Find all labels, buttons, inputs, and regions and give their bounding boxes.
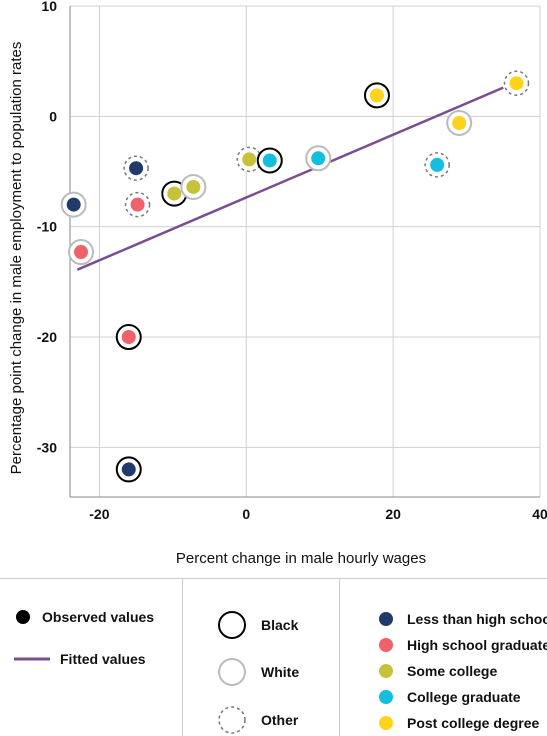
legend-other-ring (218, 706, 246, 734)
data-point-5 (121, 330, 136, 345)
legend-edu-label-2: Some college (407, 663, 498, 679)
legend-top-divider (0, 578, 547, 579)
legend-edu-dot-2 (379, 664, 393, 678)
data-point-2 (121, 462, 136, 477)
data-point-7 (186, 179, 201, 194)
legend-edu-dot-1 (379, 638, 393, 652)
legend-education-dots (379, 612, 393, 730)
x-tick-label-2: 20 (385, 506, 401, 522)
legend-edu-label-0: Less than high school (407, 611, 547, 627)
data-point-6 (167, 186, 182, 201)
legend-edu-label-4: Post college degree (407, 715, 540, 731)
data-point-0 (66, 197, 81, 212)
data-point-9 (262, 153, 277, 168)
x-axis-label: Percent change in male hourly wages (176, 550, 426, 567)
fitted-line-group (76, 86, 504, 271)
legend-divider-1 (182, 578, 183, 736)
y-tick-label-4: -30 (37, 439, 57, 455)
data-point-3 (74, 245, 89, 260)
data-point-14 (509, 76, 524, 91)
legend-symbols (14, 610, 393, 734)
data-point-8 (242, 152, 257, 167)
y-tick-label-1: 0 (49, 108, 57, 124)
legend-black-ring (218, 611, 246, 639)
legend-edu-dot-3 (379, 690, 393, 704)
legend-edu-dot-0 (379, 612, 393, 626)
legend-observed-dot (16, 610, 30, 624)
data-point-10 (311, 151, 326, 166)
legend-edu-label-1: High school graduate (407, 637, 547, 653)
legend-white-label: White (261, 664, 300, 680)
data-point-13 (452, 115, 467, 130)
x-tick-label-3: 40 (532, 506, 547, 522)
y-tick-label-2: -10 (37, 219, 57, 235)
data-point-11 (430, 157, 445, 172)
x-tick-label-1: 0 (242, 506, 250, 522)
legend-fitted-label: Fitted values (60, 651, 146, 667)
y-tick-label-3: -20 (37, 329, 57, 345)
legend-edu-label-3: College graduate (407, 689, 521, 705)
data-point-12 (369, 88, 384, 103)
fitted-line (76, 86, 504, 271)
y-axis-label: Percentage point change in male employme… (8, 42, 25, 475)
grid-lines (69, 5, 541, 498)
legend-divider-2 (339, 578, 340, 736)
y-tick-label-0: 10 (41, 0, 57, 14)
data-point-4 (130, 197, 145, 212)
x-tick-label-0: -20 (89, 506, 109, 522)
legend-observed-label: Observed values (42, 609, 155, 625)
scatter-chart: -20 0 20 40 10 0 -10 -20 -30 Percent change in m… (8, 0, 547, 567)
data-point-1 (129, 161, 144, 176)
legend-black-label: Black (261, 617, 299, 633)
legend: Observed values Fitted values Black Whit… (0, 578, 547, 736)
tick-labels: -20 0 20 40 10 0 -10 -20 -30 (37, 0, 547, 522)
legend-white-ring (218, 658, 246, 686)
points-group (60, 70, 530, 483)
legend-edu-dot-4 (379, 716, 393, 730)
legend-other-label: Other (261, 712, 299, 728)
